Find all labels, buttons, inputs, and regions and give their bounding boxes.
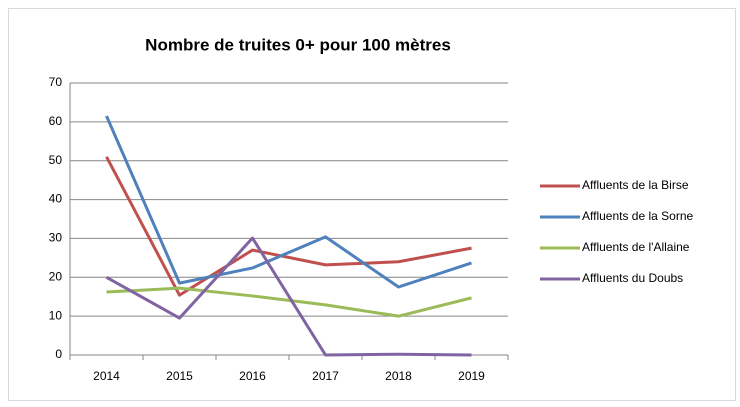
y-tick-label: 10 (49, 308, 63, 322)
x-tick-label: 2018 (385, 369, 412, 383)
x-tick-label: 2017 (312, 369, 339, 383)
x-tick-label: 2016 (239, 369, 266, 383)
y-tick-label: 20 (49, 269, 63, 283)
chart-frame (8, 8, 736, 401)
series-line (105, 156, 472, 297)
legend-label: Affluents de la Sorne (582, 209, 694, 223)
series-line (105, 115, 472, 289)
series-line (105, 236, 472, 357)
legend-label: Affluents de l'Allaine (582, 240, 690, 254)
legend-label: Affluents du Doubs (582, 271, 683, 285)
x-tick-label: 2019 (458, 369, 485, 383)
y-tick-label: 30 (49, 231, 63, 245)
x-tick-label: 2015 (166, 369, 193, 383)
y-tick-label: 70 (49, 75, 63, 89)
y-tick-label: 0 (55, 347, 62, 361)
legend-label: Affluents de la Birse (582, 178, 689, 192)
chart-title: Nombre de truites 0+ pour 100 mètres (145, 35, 451, 54)
y-tick-label: 40 (49, 192, 63, 206)
y-tick-label: 60 (49, 114, 63, 128)
series-line (106, 286, 472, 318)
x-tick-label: 2014 (93, 369, 120, 383)
y-tick-label: 50 (49, 153, 63, 167)
